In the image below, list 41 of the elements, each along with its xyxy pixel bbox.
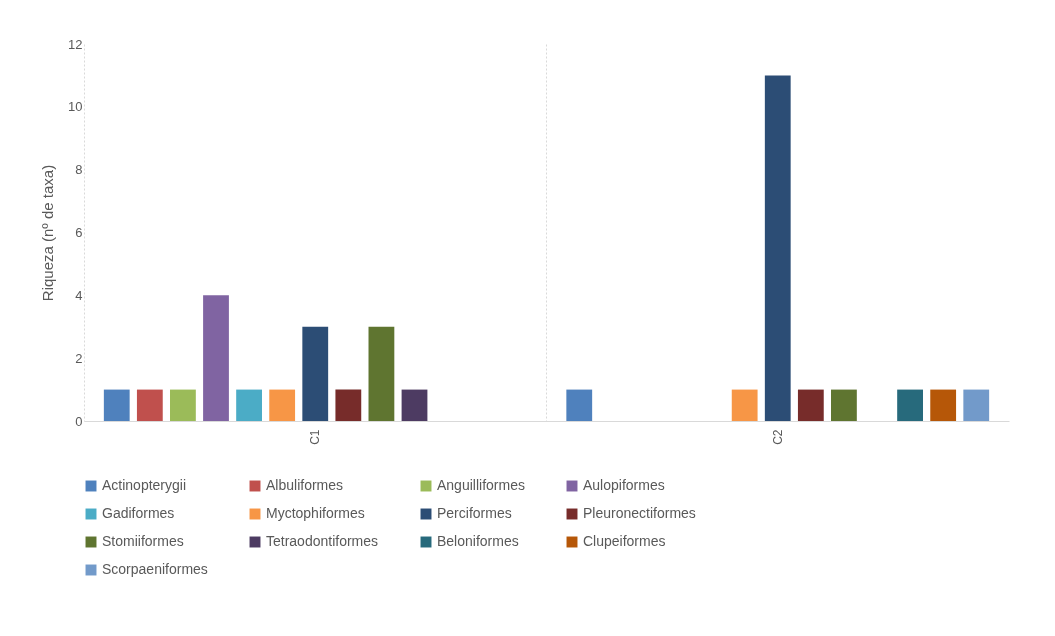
bar — [897, 389, 923, 421]
bar — [963, 389, 990, 421]
bar — [797, 389, 824, 421]
bar — [103, 389, 130, 421]
bar — [302, 326, 329, 421]
bar — [335, 389, 362, 421]
legend-label: Aulopiformes — [583, 477, 665, 493]
bar — [930, 389, 957, 421]
legend-label: Clupeiformes — [583, 533, 666, 549]
y-axis-title: Riqueza (nº de taxa) — [39, 164, 57, 302]
bar — [731, 389, 758, 421]
bar — [269, 389, 296, 421]
legend-label: Tetraodontiformes — [266, 533, 379, 549]
legend-label: Gadiformes — [102, 505, 175, 521]
bar — [764, 75, 791, 421]
y-tick-label: 2 — [75, 350, 83, 366]
x-tick-label: C1 — [308, 429, 323, 445]
bar — [401, 389, 428, 421]
legend-label: Albuliformes — [266, 477, 344, 493]
y-tick-label: 6 — [75, 225, 83, 240]
bar — [136, 389, 163, 421]
bar — [831, 389, 857, 421]
y-tick-label: 0 — [75, 413, 83, 429]
legend-label: Scorpaeniformes — [102, 561, 208, 577]
bar — [566, 389, 593, 421]
y-tick-label: 12 — [68, 36, 83, 52]
y-tick-label: 4 — [75, 287, 83, 303]
legend-label: Myctophiformes — [266, 505, 365, 521]
legend-label: Stomiiformes — [102, 533, 184, 549]
bar — [368, 326, 395, 421]
bar — [203, 295, 229, 421]
legend-label: Actinopterygii — [102, 477, 187, 493]
bar — [170, 389, 196, 421]
legend-label: Beloniformes — [437, 533, 519, 549]
legend-label: Pleuronectiformes — [583, 505, 696, 521]
y-tick-label: 10 — [68, 99, 83, 115]
legend-label: Perciformes — [437, 505, 512, 521]
bar — [236, 389, 262, 421]
legend-label: Anguilliformes — [437, 477, 525, 493]
y-tick-label: 8 — [75, 162, 83, 178]
x-tick-label: C2 — [770, 429, 785, 445]
